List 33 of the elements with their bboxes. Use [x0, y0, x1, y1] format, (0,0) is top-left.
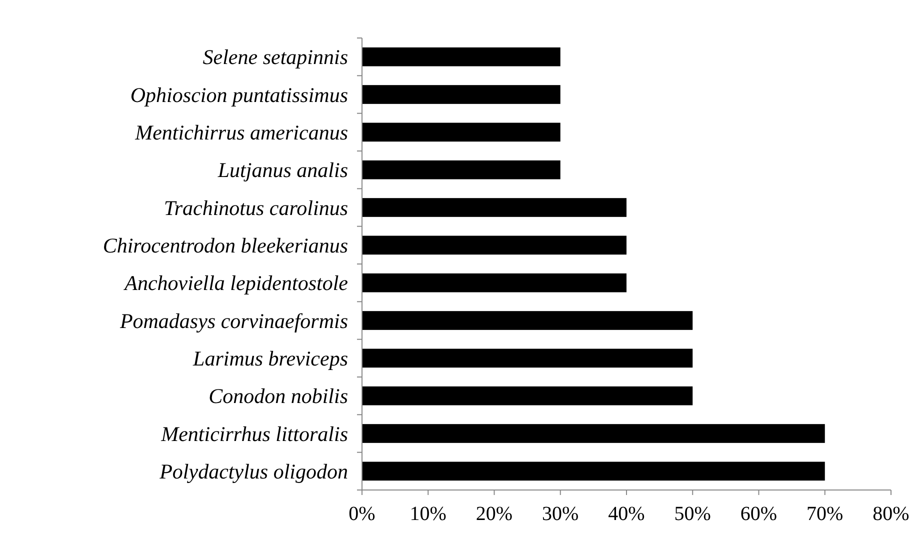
- y-tick-label: Menticirrhus littoralis: [160, 422, 348, 446]
- y-tick-label: Chirocentrodon bleekerianus: [102, 234, 348, 258]
- bar: [362, 236, 626, 255]
- bar: [362, 122, 560, 142]
- x-tick-label: 40%: [608, 503, 645, 525]
- bar: [362, 348, 693, 368]
- bar: [362, 273, 626, 292]
- x-tick-label: 80%: [872, 503, 910, 525]
- y-tick-label: Mentichirrus americanus: [134, 120, 348, 145]
- bar: [362, 47, 560, 66]
- y-tick-label: Larimus breviceps: [192, 346, 348, 371]
- bar: [362, 198, 626, 217]
- x-tick-label: 70%: [806, 503, 844, 525]
- x-tick-label: 0%: [348, 503, 376, 525]
- y-tick-label: Trachinotus carolinus: [164, 196, 348, 220]
- y-tick-label: Polydactylus oligodon: [158, 460, 348, 484]
- bar: [362, 462, 825, 481]
- x-tick-label: 20%: [476, 503, 513, 525]
- bar: [362, 160, 560, 180]
- bar: [362, 85, 560, 104]
- y-tick-label: Anchoviella lepidentostole: [122, 271, 348, 296]
- y-tick-label: Conodon nobilis: [208, 384, 348, 408]
- x-tick-label: 60%: [740, 503, 778, 525]
- bar: [362, 386, 693, 406]
- x-tick-label: 30%: [542, 503, 579, 525]
- y-tick-label: Ophioscion puntatissimus: [130, 82, 348, 107]
- bar: [362, 424, 825, 443]
- x-tick-label: 10%: [410, 503, 446, 525]
- y-tick-label: Pomadasys corvinaeformis: [118, 308, 348, 333]
- y-tick-label: Selene setapinnis: [202, 45, 348, 70]
- y-tick-label: Lutjanus analis: [216, 158, 348, 182]
- x-tick-label: 50%: [674, 503, 711, 525]
- bar: [362, 311, 693, 330]
